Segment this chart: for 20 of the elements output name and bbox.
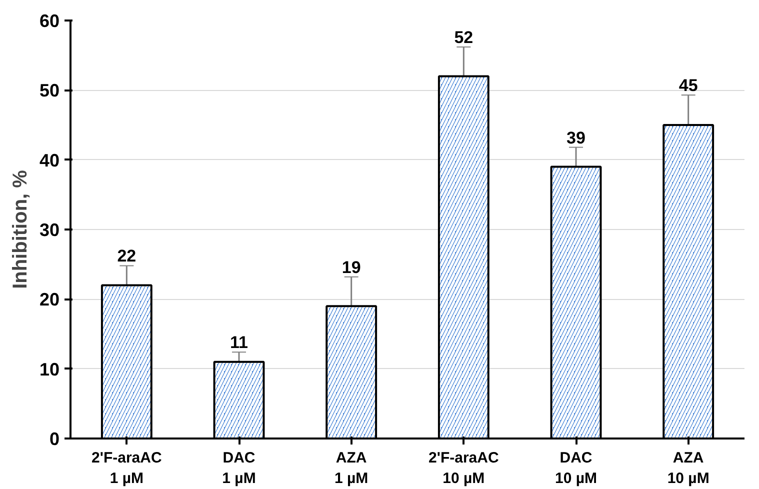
y-tick-label: 30 [39,220,60,240]
y-tick-label: 60 [39,11,60,31]
x-tick-label: 2'F-araAC 1 µM [92,450,162,487]
x-tick-label: DAC 10 µM [555,450,598,487]
data-label: 22 [117,246,136,266]
data-label: 39 [566,128,586,148]
y-tick-label: 50 [39,80,60,101]
y-axis-title: Inhibition, % [9,170,32,289]
data-label: 11 [230,333,248,352]
data-label: 45 [678,76,698,96]
data-label: 52 [454,28,474,47]
y-tick-label: 40 [39,150,60,170]
x-tick-label: AZA 1 µM [334,450,368,487]
data-label: 19 [342,258,361,277]
x-tick-label: AZA 10 µM [667,450,710,487]
x-tick-label: DAC 1 µM [222,450,256,487]
y-tick-label: 20 [39,290,60,310]
y-tick-label: 0 [49,429,60,449]
y-tick-label: 10 [39,359,60,380]
x-tick-label: 2'F-araAC 10 µM [428,450,499,487]
